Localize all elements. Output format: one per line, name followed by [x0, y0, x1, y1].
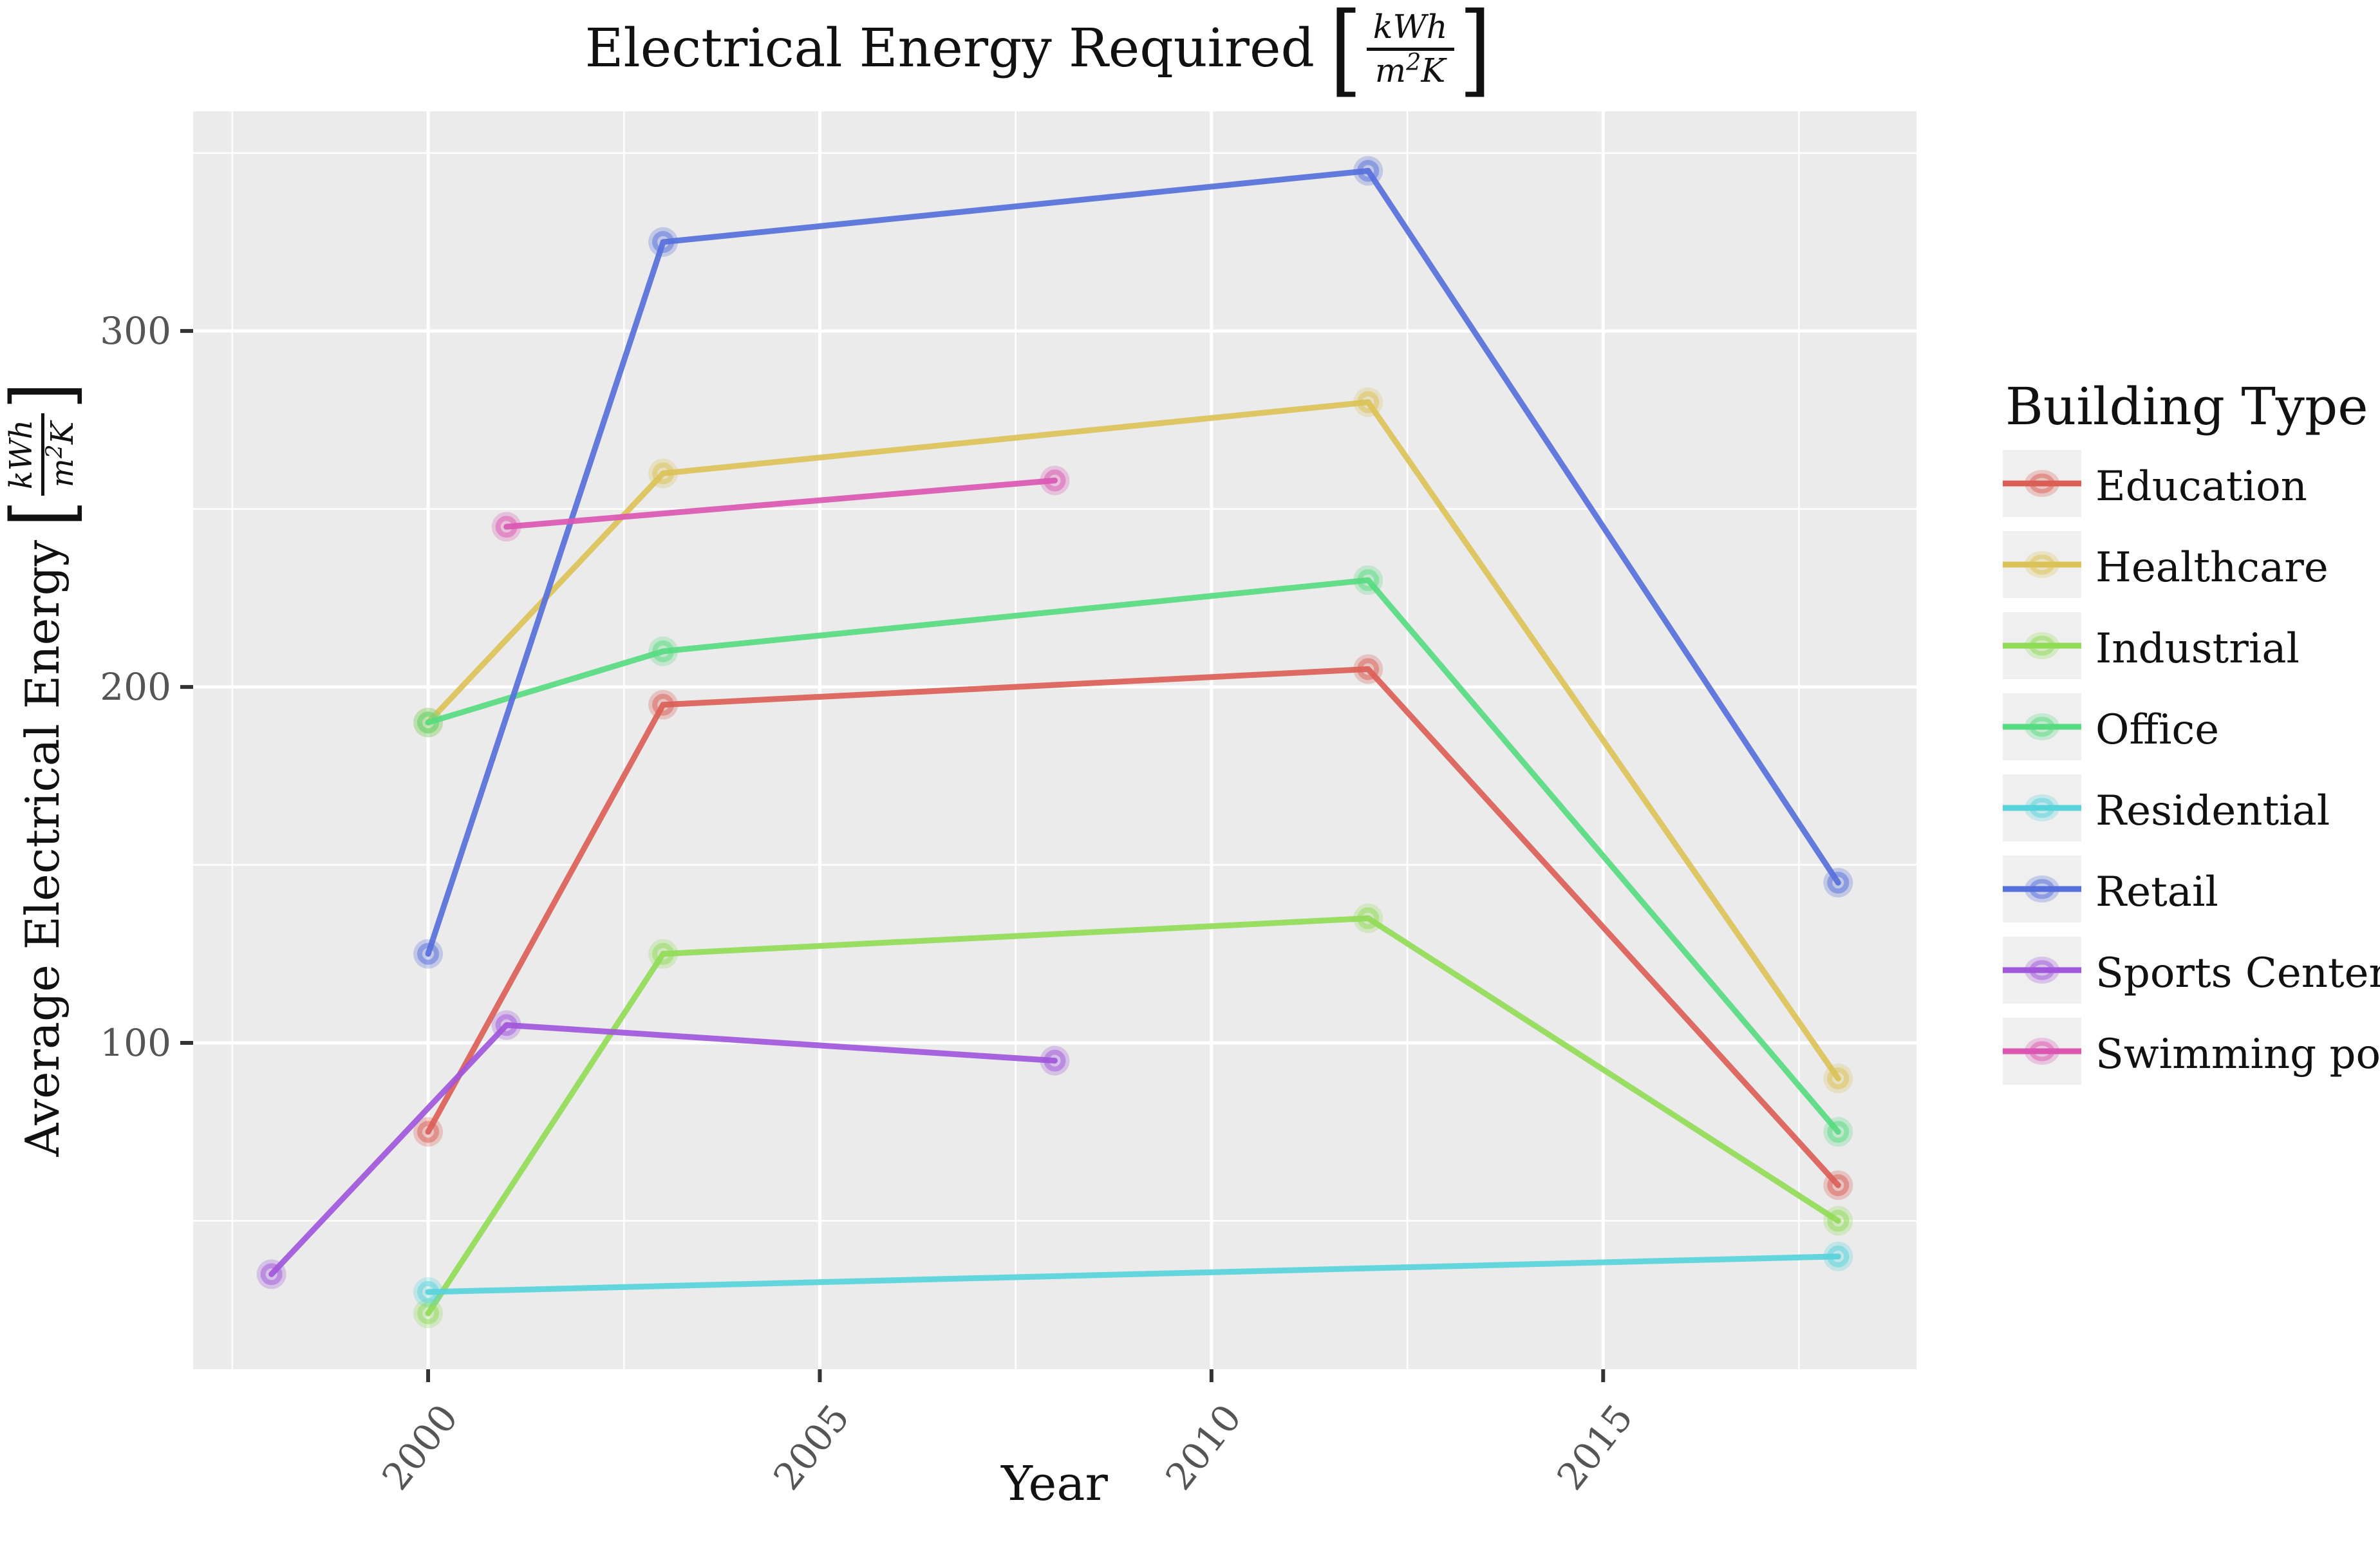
- legend-item-healthcare: Healthcare: [1986, 529, 2380, 600]
- marker-sports-center: [495, 1014, 518, 1036]
- marker-industrial: [417, 1302, 440, 1325]
- marker-industrial: [1357, 907, 1380, 930]
- marker-sports-center: [260, 1263, 283, 1286]
- legend-key-swatch: [2003, 693, 2081, 760]
- legend-item-label: Healthcare: [2095, 544, 2328, 592]
- marker-industrial: [652, 942, 675, 965]
- legend-key-swatch: [2003, 450, 2081, 517]
- legend-item-label: Industrial: [2095, 625, 2300, 673]
- legend-item-label: Swimming pool: [2095, 1031, 2380, 1078]
- legend-key-icon: [2003, 957, 2081, 984]
- marker-healthcare: [1357, 391, 1380, 413]
- right-bracket: ]: [0, 382, 91, 409]
- unit-fraction: kWh m2K: [1366, 8, 1454, 89]
- unit-denominator: m2K: [41, 421, 80, 488]
- legend-key-icon: [2003, 876, 2081, 903]
- legend-key-swatch: [2003, 1018, 2081, 1085]
- unit-denominator: m2K: [1374, 48, 1446, 89]
- left-bracket: [: [0, 500, 91, 527]
- legend-item-label: Residential: [2095, 787, 2330, 835]
- legend-key-icon: [2003, 470, 2081, 497]
- legend-item-label: Education: [2095, 463, 2307, 510]
- legend-key-swatch: [2003, 937, 2081, 1004]
- unit-fraction: kWh m2K: [4, 413, 80, 496]
- chart-title: Electrical Energy Required [ kWh m2K ]: [0, 0, 2079, 108]
- marker-residential: [1827, 1245, 1850, 1268]
- marker-office: [1357, 569, 1380, 592]
- marker-sports-center: [1044, 1049, 1066, 1072]
- legend-item-sports-center: Sports Center: [1986, 935, 2380, 1006]
- marker-retail: [1827, 872, 1850, 894]
- right-bracket: ]: [1459, 0, 1491, 108]
- series-line-retail: [425, 167, 1841, 957]
- marker-residential: [417, 1281, 440, 1304]
- y-tick-label: 200: [100, 665, 171, 709]
- marker-education: [1827, 1174, 1850, 1197]
- marker-education: [1357, 658, 1380, 680]
- marker-education: [417, 1121, 440, 1143]
- marker-swimming-pool: [1044, 469, 1066, 492]
- marker-retail: [652, 230, 675, 253]
- marker-swimming-pool: [495, 516, 518, 538]
- series-line-sports-center: [268, 1022, 1058, 1277]
- legend-item-swimming-pool: Swimming pool: [1986, 1016, 2380, 1087]
- marker-retail: [417, 942, 440, 965]
- legend-key-swatch: [2003, 774, 2081, 841]
- y-axis-label-text: Average Electrical Energy: [15, 539, 70, 1157]
- series-line-education: [425, 666, 1841, 1188]
- legend-key-swatch: [2003, 856, 2081, 922]
- legend-item-office: Office: [1986, 691, 2380, 762]
- marker-office: [1827, 1121, 1850, 1143]
- legend-key-swatch: [2003, 612, 2081, 679]
- marker-education: [652, 693, 675, 716]
- marker-retail: [1357, 160, 1380, 182]
- legend-key-icon: [2003, 794, 2081, 821]
- legend-key-icon: [2003, 551, 2081, 578]
- legend-item-residential: Residential: [1986, 772, 2380, 843]
- series-line-residential: [425, 1253, 1841, 1295]
- x-axis-label: Year: [1001, 1456, 1108, 1512]
- legend-item-label: Office: [2095, 706, 2220, 754]
- unit-bracket-expression: [ kWh m2K ]: [1326, 0, 1494, 108]
- series-line-office: [425, 577, 1841, 1135]
- chart-title-text: Electrical Energy Required: [585, 18, 1315, 79]
- legend-item-education: Education: [1986, 448, 2380, 519]
- marker-healthcare: [652, 462, 675, 485]
- series-line-swimming-pool: [503, 477, 1058, 530]
- marker-healthcare: [1827, 1067, 1850, 1090]
- legend-key-icon: [2003, 632, 2081, 659]
- legend-item-retail: Retail: [1986, 854, 2380, 924]
- legend-item-label: Retail: [2095, 868, 2218, 916]
- y-unit-bracket-expression: [ kWh m2K ]: [0, 379, 91, 529]
- series-line-industrial: [425, 915, 1841, 1316]
- legend: Building Type Education Healthcare Industr…: [1986, 377, 2380, 1085]
- legend-key-icon: [2003, 1038, 2081, 1065]
- marker-office: [417, 711, 440, 734]
- legend-key-icon: [2003, 713, 2081, 740]
- unit-numerator: kWh: [4, 413, 44, 496]
- legend-item-industrial: Industrial: [1986, 610, 2380, 681]
- marker-office: [652, 640, 675, 662]
- legend-item-label: Sports Center: [2095, 950, 2380, 997]
- legend-title: Building Type: [2005, 377, 2368, 436]
- y-tick-label: 300: [100, 309, 171, 353]
- marker-industrial: [1827, 1210, 1850, 1232]
- unit-numerator: kWh: [1366, 8, 1454, 51]
- plot-panel: [193, 111, 1916, 1369]
- legend-key-swatch: [2003, 531, 2081, 598]
- y-tick-label: 100: [100, 1020, 171, 1065]
- left-bracket: [: [1329, 0, 1362, 108]
